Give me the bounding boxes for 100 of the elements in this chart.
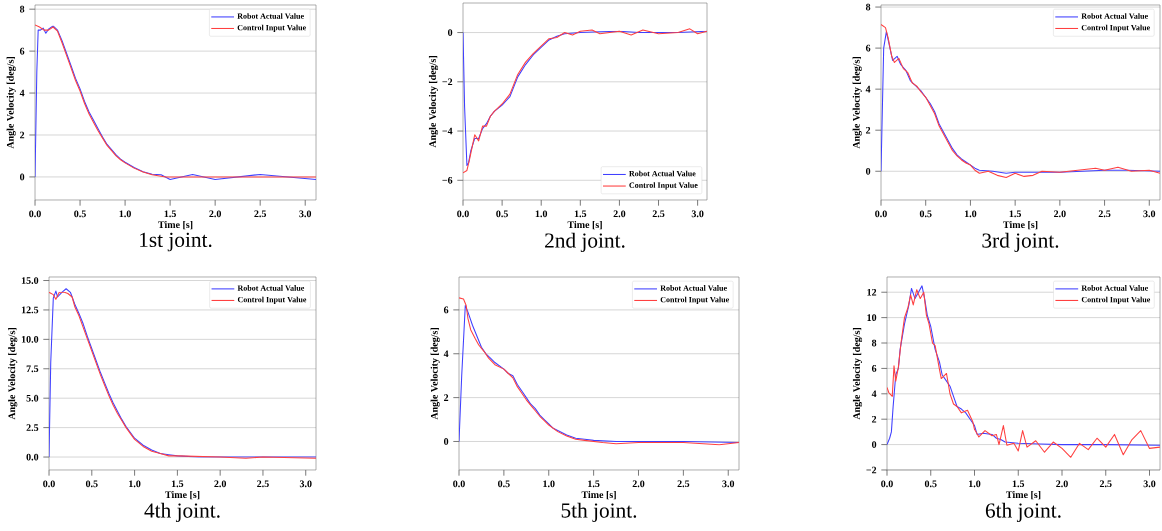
x-tick-label: 0.0 <box>881 480 893 488</box>
y-tick-label: 15.0 <box>21 277 39 284</box>
y-tick-label: 2.5 <box>26 424 39 432</box>
y-tick-label: 0 <box>443 438 449 445</box>
x-axis-title: Time [s] <box>567 221 602 230</box>
y-tick-label: 0 <box>19 173 25 181</box>
x-tick-label: 2.0 <box>209 210 222 218</box>
text: 5th joint. <box>561 502 637 523</box>
x-tick-label: 0.5 <box>85 480 98 488</box>
x-axis-title: Time [s] <box>1003 221 1038 230</box>
x-tick-label: 0.0 <box>453 480 465 488</box>
x-axis-title: Time [s] <box>1006 491 1041 500</box>
y-tick-label: 4 <box>871 390 877 398</box>
x-tick-label: 0.5 <box>498 480 510 488</box>
x-tick-label: 1.5 <box>164 210 176 218</box>
x-tick-label: 2.5 <box>677 480 690 488</box>
y-tick-label: 6 <box>865 44 871 52</box>
y-tick-label: 0 <box>447 29 453 36</box>
x-tick-label: 1.0 <box>543 480 555 488</box>
y-tick-label: 10 <box>867 314 877 321</box>
y-tick-label: 4 <box>19 89 25 97</box>
legend-label: Control Input Value <box>660 296 729 304</box>
y-tick-label: 0 <box>865 167 871 175</box>
x-tick-label: 1.5 <box>1009 210 1022 218</box>
text: 2nd joint. <box>545 232 625 253</box>
x-tick-label: 2.5 <box>257 480 269 488</box>
y-tick-label: −6 <box>442 176 453 184</box>
x-tick-label: 1.0 <box>119 210 131 218</box>
x-tick-label: 2.0 <box>1056 480 1068 488</box>
x-tick-label: 1.5 <box>1012 480 1025 488</box>
x-tick-label: 2.0 <box>613 210 626 218</box>
y-tick-label: 6 <box>871 365 877 372</box>
y-axis-title: Angle Velocity [deg/s] <box>852 57 862 149</box>
legend-label: Control Input Value <box>1081 24 1150 32</box>
text: 4th joint. <box>144 502 220 523</box>
x-tick-label: 1.0 <box>964 210 977 218</box>
legend-label: Robot Actual Value <box>629 170 696 177</box>
y-tick-label: 12.5 <box>21 306 39 314</box>
x-tick-label: 1.0 <box>535 210 548 218</box>
y-tick-label: 6 <box>443 306 449 314</box>
x-tick-label: 2.0 <box>632 480 645 488</box>
y-tick-label: −2 <box>866 466 877 474</box>
legend-label: Robot Actual Value <box>1081 13 1148 19</box>
y-axis-title: Angle Velocity [deg/s] <box>852 328 863 420</box>
x-tick-label: 2.0 <box>214 480 227 488</box>
x-tick-label: 0.5 <box>919 210 932 218</box>
x-tick-label: 0.5 <box>496 210 508 218</box>
y-tick-label: 4 <box>865 85 871 93</box>
x-tick-label: 0.0 <box>43 480 55 488</box>
x-tick-label: 1.0 <box>969 480 981 488</box>
y-axis-title: Angle Velocity [deg/s] <box>430 328 440 420</box>
text: 6th joint. <box>985 502 1061 523</box>
y-tick-label: −2 <box>442 78 453 86</box>
legend-label: Robot Actual Value <box>660 285 727 291</box>
y-tick-label: 2 <box>866 126 871 134</box>
legend-label: Robot Actual Value <box>237 285 305 291</box>
x-tick-label: 3.0 <box>1143 210 1156 218</box>
y-tick-label: 2 <box>20 131 25 139</box>
y-tick-label: 0.0 <box>26 453 39 461</box>
legend-label: Control Input Value <box>1081 296 1151 304</box>
y-tick-label: 4 <box>443 350 449 358</box>
x-tick-label: 1.5 <box>171 480 184 488</box>
y-tick-label: 12 <box>867 288 877 296</box>
x-tick-label: 3.0 <box>691 210 704 218</box>
y-tick-label: 8 <box>865 3 871 11</box>
x-axis-title: Time [s] <box>165 491 200 500</box>
y-tick-label: 2 <box>872 415 877 423</box>
x-tick-label: 3.0 <box>299 480 312 488</box>
legend-label: Control Input Value <box>629 182 698 190</box>
y-tick-label: −4 <box>442 127 453 135</box>
x-tick-label: 2.5 <box>1098 210 1111 218</box>
y-tick-label: 8 <box>19 5 25 13</box>
x-tick-label: 2.5 <box>652 210 665 218</box>
y-tick-label: 10.0 <box>21 335 39 343</box>
x-tick-label: 0.0 <box>457 210 469 218</box>
y-tick-label: 7.5 <box>26 365 39 373</box>
y-tick-label: 8 <box>871 339 877 347</box>
x-tick-label: 3.0 <box>299 210 312 218</box>
legend-label: Robot Actual Value <box>237 13 304 19</box>
x-tick-label: 1.5 <box>574 210 587 218</box>
text: 3rd joint. <box>982 232 1059 253</box>
x-tick-label: 2.5 <box>1099 480 1112 488</box>
x-tick-label: 1.0 <box>129 480 141 488</box>
y-axis-title: Angle Velocity [deg/s] <box>6 57 16 149</box>
x-tick-label: 1.5 <box>588 480 600 488</box>
text: 1st joint. <box>140 232 212 252</box>
x-axis-title: Time [s] <box>581 491 616 500</box>
x-axis-title: Time [s] <box>158 221 193 230</box>
y-tick-label: 0 <box>871 441 877 448</box>
x-tick-label: 2.5 <box>254 210 267 218</box>
x-tick-label: 0.5 <box>74 210 86 218</box>
y-axis-title: Angle Velocity [deg/s] <box>428 56 439 148</box>
x-tick-label: 3.0 <box>1143 480 1156 488</box>
y-tick-label: 2 <box>444 394 449 401</box>
x-tick-label: 2.0 <box>1054 210 1066 218</box>
legend-label: Control Input Value <box>237 296 307 304</box>
x-tick-label: 3.0 <box>722 480 735 488</box>
y-tick-label: 6 <box>19 47 25 55</box>
legend-label: Robot Actual Value <box>1081 285 1148 291</box>
x-tick-label: 0.5 <box>924 480 937 488</box>
